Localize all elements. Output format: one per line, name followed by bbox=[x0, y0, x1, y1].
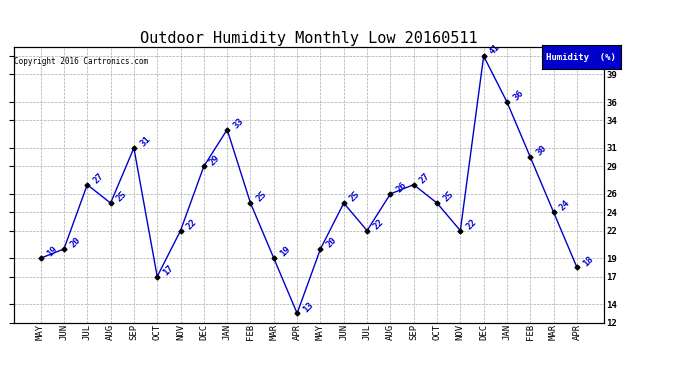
Text: 27: 27 bbox=[418, 171, 432, 185]
Text: Copyright 2016 Cartronics.com: Copyright 2016 Cartronics.com bbox=[14, 57, 148, 66]
Text: 22: 22 bbox=[185, 217, 199, 231]
Text: 30: 30 bbox=[535, 144, 549, 158]
Text: 19: 19 bbox=[45, 245, 59, 259]
Title: Outdoor Humidity Monthly Low 20160511: Outdoor Humidity Monthly Low 20160511 bbox=[140, 31, 477, 46]
Text: 24: 24 bbox=[558, 199, 572, 213]
Text: 31: 31 bbox=[138, 135, 152, 148]
Text: 29: 29 bbox=[208, 153, 222, 167]
Text: 18: 18 bbox=[581, 254, 595, 268]
Text: 13: 13 bbox=[302, 300, 315, 314]
Text: 20: 20 bbox=[68, 236, 82, 250]
Text: 17: 17 bbox=[161, 263, 175, 277]
Text: 36: 36 bbox=[511, 88, 525, 103]
Text: 25: 25 bbox=[441, 190, 455, 204]
Text: 41: 41 bbox=[488, 43, 502, 57]
Text: 25: 25 bbox=[255, 190, 268, 204]
Text: 26: 26 bbox=[395, 180, 408, 195]
Text: 19: 19 bbox=[278, 245, 292, 259]
Text: 25: 25 bbox=[348, 190, 362, 204]
Text: 25: 25 bbox=[115, 190, 129, 204]
Text: 33: 33 bbox=[231, 116, 245, 130]
Text: 22: 22 bbox=[464, 217, 478, 231]
Text: 22: 22 bbox=[371, 217, 385, 231]
Text: 20: 20 bbox=[324, 236, 339, 250]
Text: 27: 27 bbox=[91, 171, 106, 185]
Text: Humidity  (%): Humidity (%) bbox=[546, 53, 616, 62]
